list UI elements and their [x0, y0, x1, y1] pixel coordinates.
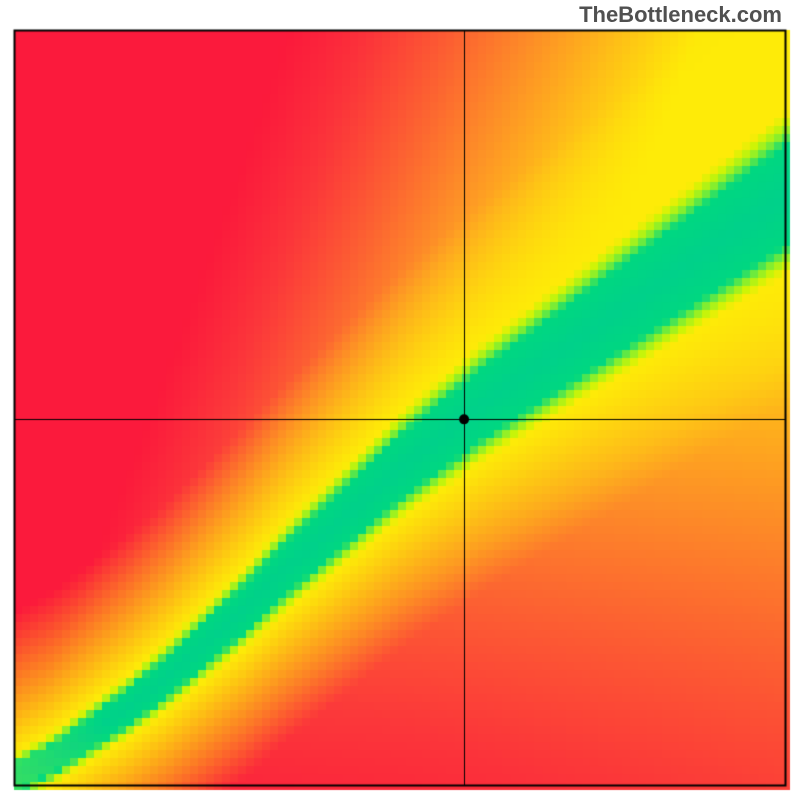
watermark-text: TheBottleneck.com	[579, 2, 782, 28]
bottleneck-heatmap	[0, 0, 800, 800]
chart-container: TheBottleneck.com	[0, 0, 800, 800]
